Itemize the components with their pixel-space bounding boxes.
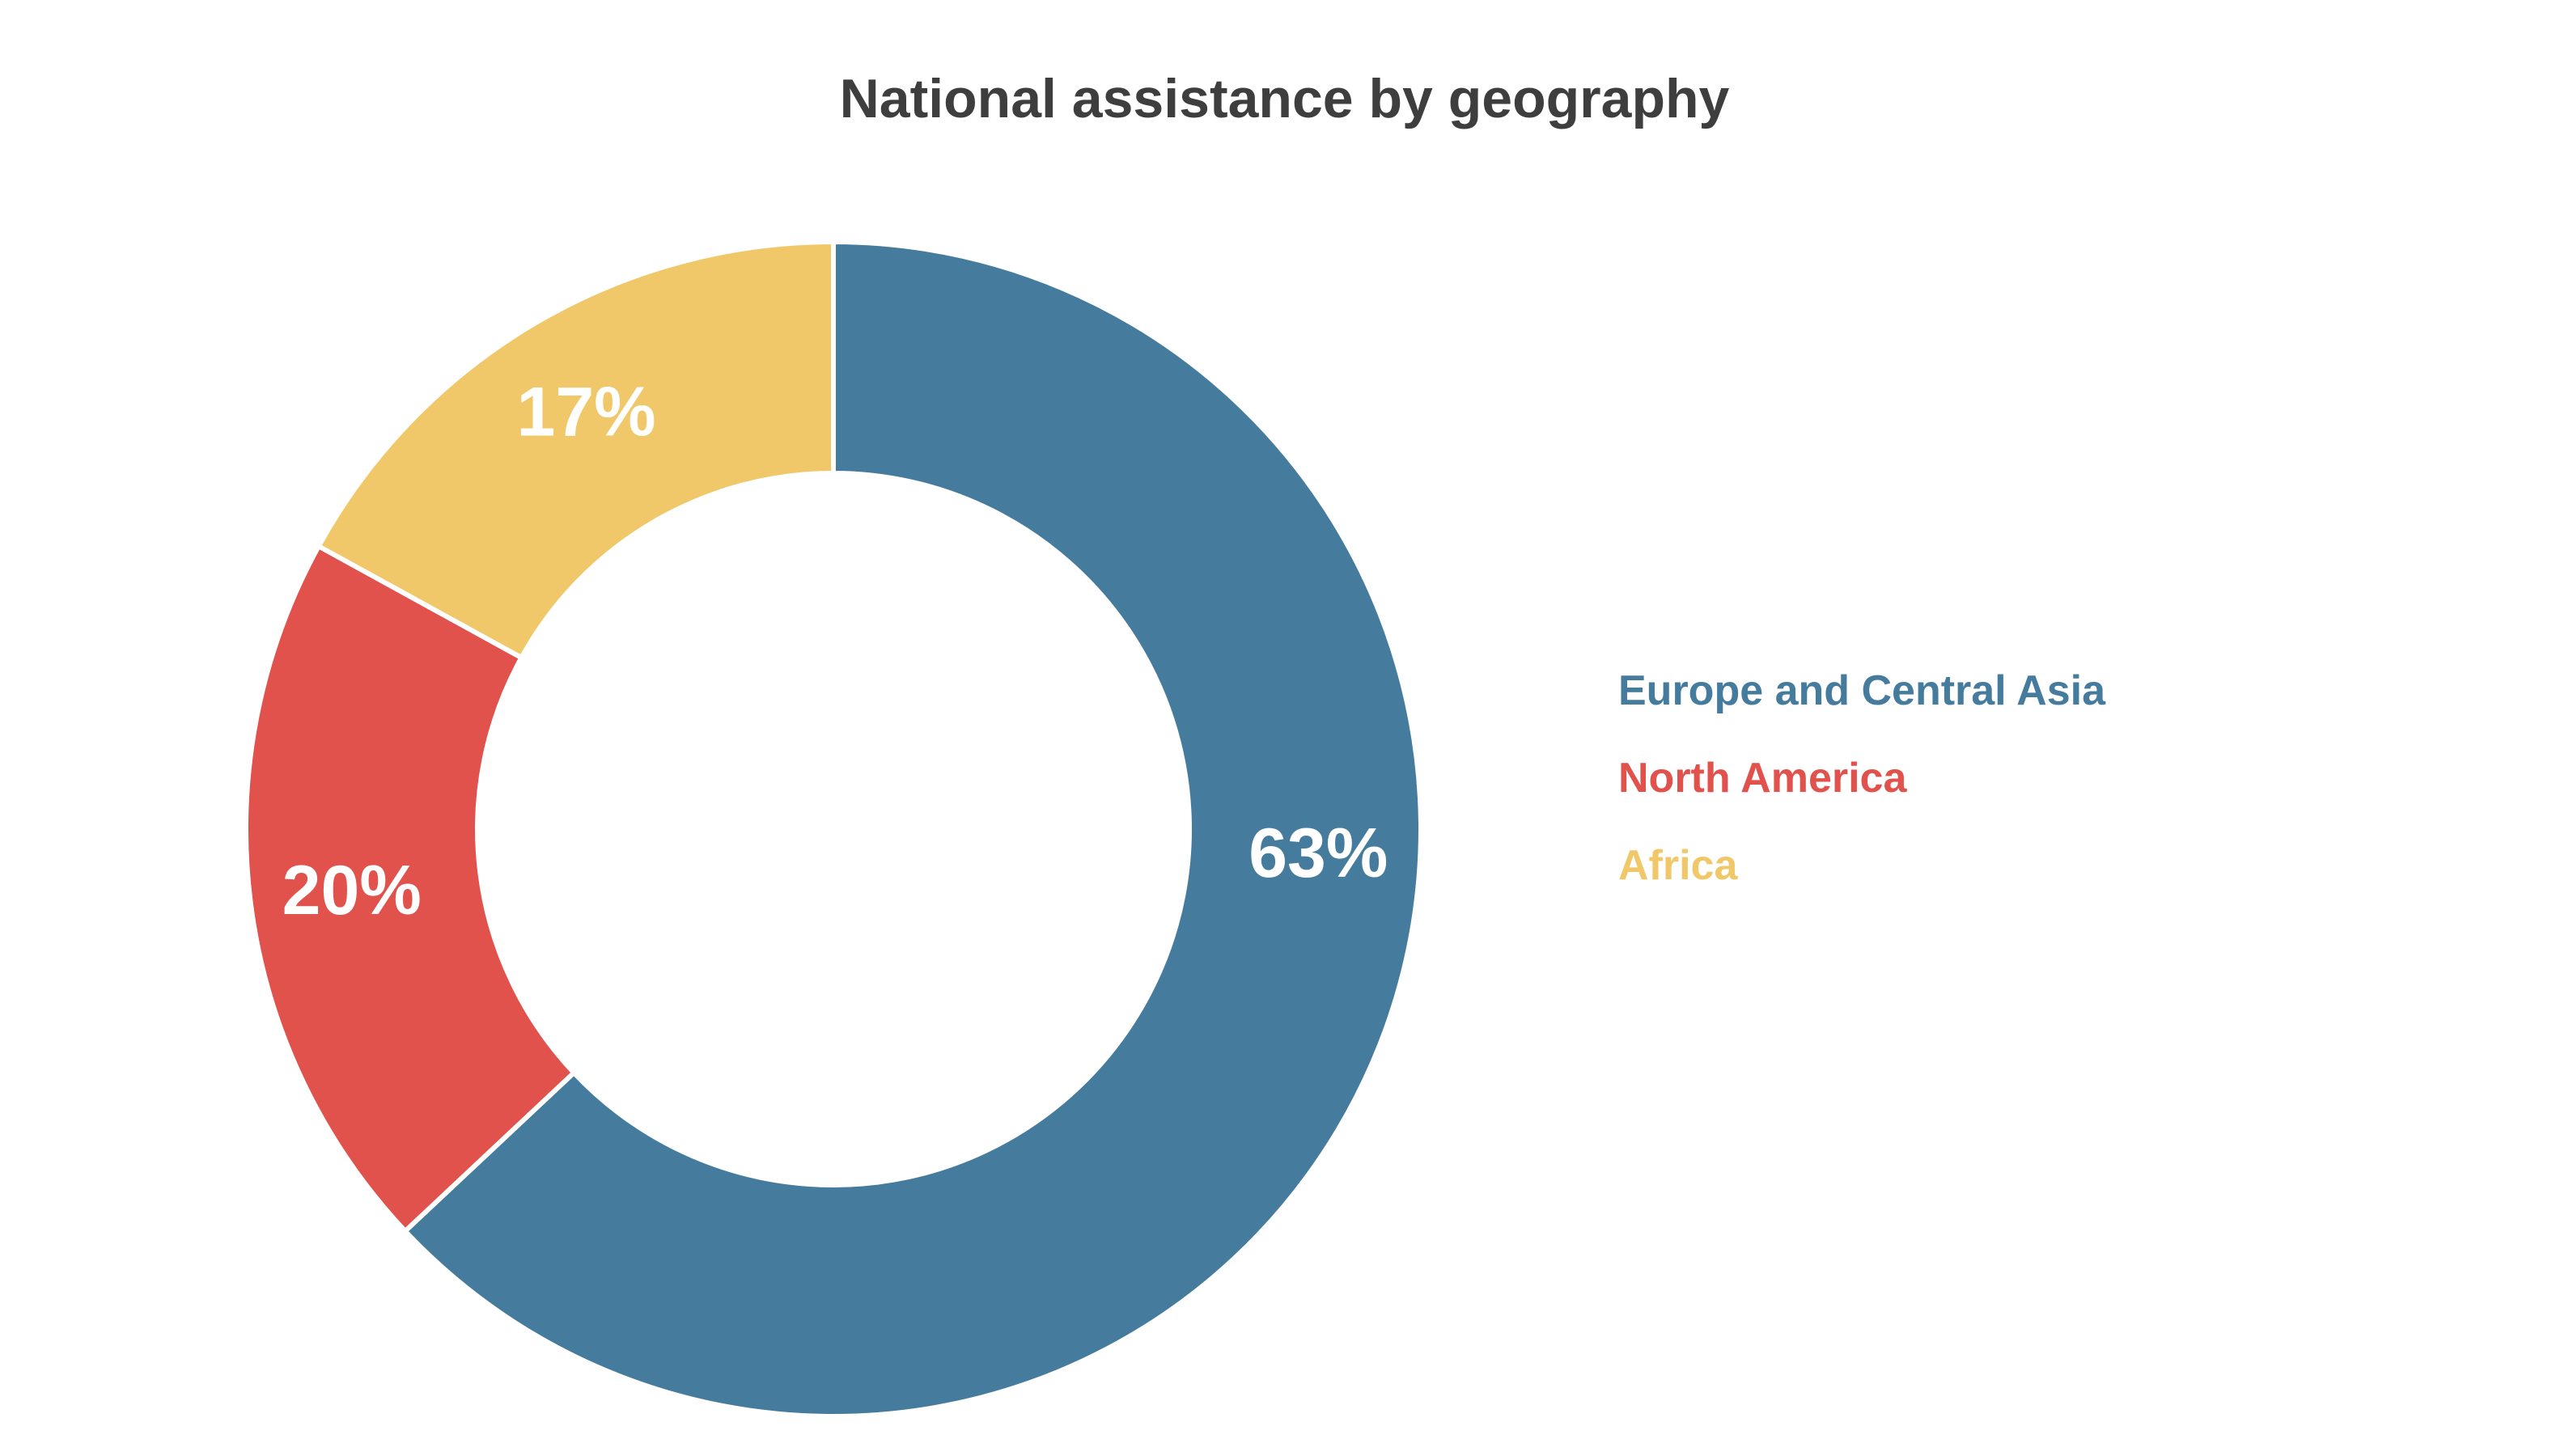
legend-item-africa: Africa: [1618, 842, 1738, 889]
slice-label-africa: 17%: [517, 374, 656, 451]
donut-slice-north-america: [244, 543, 578, 1235]
chart-title: National assistance by geography: [839, 68, 1730, 129]
chart-legend: Europe and Central Asia North America Af…: [1618, 647, 2105, 909]
donut-slice-europe-and-central-asia: [401, 239, 1423, 1419]
legend-item-europe-and-central-asia: Europe and Central Asia: [1618, 667, 2105, 714]
slice-label-north-america: 20%: [282, 852, 422, 929]
donut-slice-africa: [315, 239, 836, 662]
legend-item-north-america: North America: [1618, 755, 1907, 802]
slice-label-europe-and-central-asia: 63%: [1248, 815, 1388, 892]
